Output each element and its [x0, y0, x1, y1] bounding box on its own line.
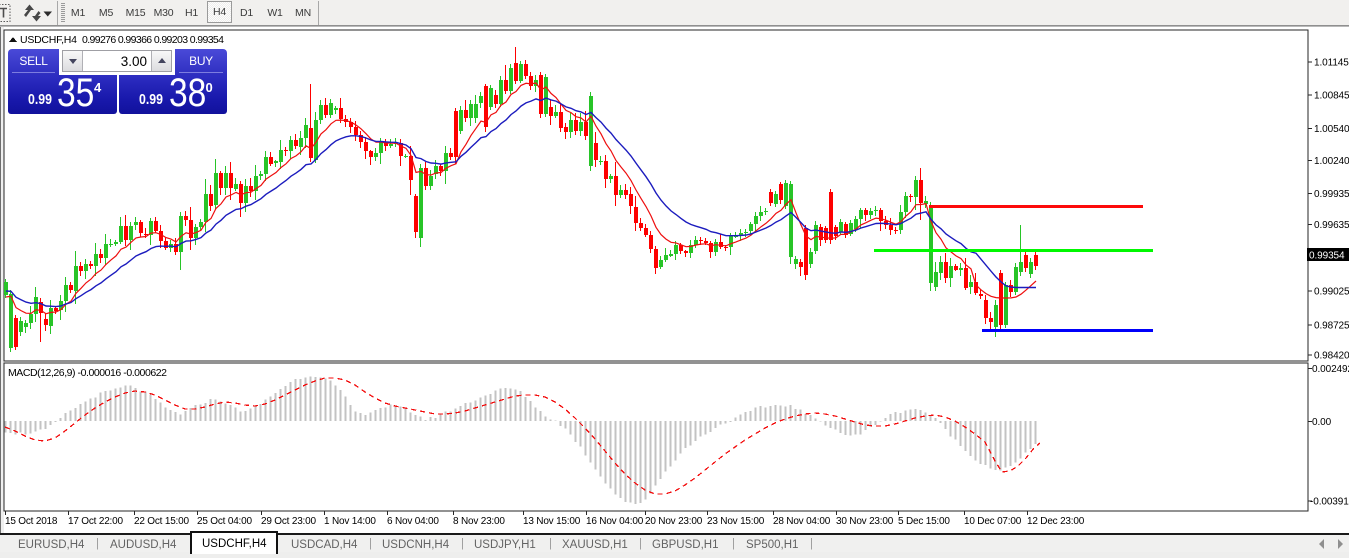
- svg-text:0.99025: 0.99025: [1314, 287, 1349, 298]
- svg-text:28 Nov 04:00: 28 Nov 04:00: [773, 516, 831, 527]
- svg-text:0.002492: 0.002492: [1312, 364, 1349, 375]
- svg-text:MACD(12,26,9) -0.000016 -0.000: MACD(12,26,9) -0.000016 -0.000622: [8, 367, 167, 379]
- svg-text:0.98725: 0.98725: [1314, 321, 1349, 332]
- svg-text:29 Oct 23:00: 29 Oct 23:00: [261, 516, 316, 527]
- svg-text:13 Nov 15:00: 13 Nov 15:00: [523, 516, 581, 527]
- svg-text:0.99635: 0.99635: [1314, 220, 1349, 231]
- svg-text:10 Dec 07:00: 10 Dec 07:00: [964, 516, 1022, 527]
- svg-text:1.00240: 1.00240: [1314, 156, 1349, 167]
- svg-text:25 Oct 04:00: 25 Oct 04:00: [197, 516, 252, 527]
- svg-text:1.01145: 1.01145: [1314, 58, 1349, 69]
- svg-text:8 Nov 23:00: 8 Nov 23:00: [453, 516, 505, 527]
- svg-text:0.00: 0.00: [1312, 417, 1332, 428]
- svg-text:30 Nov 23:00: 30 Nov 23:00: [836, 516, 894, 527]
- svg-text:23 Nov 15:00: 23 Nov 15:00: [707, 516, 765, 527]
- svg-text:6 Nov 04:00: 6 Nov 04:00: [387, 516, 439, 527]
- svg-text:0.99354: 0.99354: [1309, 251, 1345, 262]
- svg-text:USDCHF,H4: USDCHF,H4: [20, 34, 77, 46]
- svg-text:1.00845: 1.00845: [1314, 91, 1349, 102]
- svg-text:15 Oct 2018: 15 Oct 2018: [5, 516, 58, 527]
- svg-text:0.99276 0.99366 0.99203 0.9935: 0.99276 0.99366 0.99203 0.99354: [82, 34, 224, 46]
- svg-text:16 Nov 04:00: 16 Nov 04:00: [586, 516, 644, 527]
- svg-text:0.99935: 0.99935: [1314, 189, 1349, 200]
- svg-text:22 Oct 15:00: 22 Oct 15:00: [134, 516, 189, 527]
- svg-text:1 Nov 14:00: 1 Nov 14:00: [324, 516, 376, 527]
- svg-text:12 Dec 23:00: 12 Dec 23:00: [1027, 516, 1085, 527]
- svg-text:1.00540: 1.00540: [1314, 124, 1349, 135]
- svg-text:17 Oct 22:00: 17 Oct 22:00: [68, 516, 123, 527]
- svg-text:-0.003917: -0.003917: [1310, 497, 1349, 508]
- svg-text:5 Dec 15:00: 5 Dec 15:00: [898, 516, 950, 527]
- svg-text:20 Nov 23:00: 20 Nov 23:00: [645, 516, 703, 527]
- svg-text:0.98420: 0.98420: [1314, 351, 1349, 362]
